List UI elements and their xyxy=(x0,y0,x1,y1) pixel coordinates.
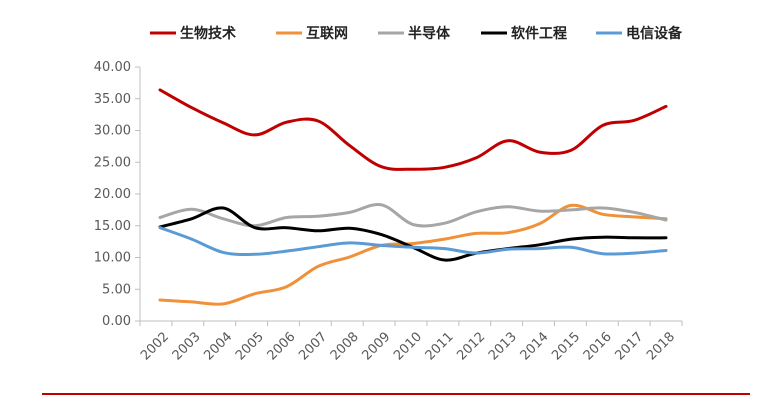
y-tick-label: 30.00 xyxy=(94,124,131,139)
y-tick-label: 0.00 xyxy=(102,314,131,329)
legend-label: 半导体 xyxy=(408,25,451,42)
x-tick-label: 2009 xyxy=(359,329,393,363)
legend-label: 生物技术 xyxy=(180,25,236,42)
legend-label: 互联网 xyxy=(306,26,348,42)
y-tick-label: 40.00 xyxy=(94,60,131,75)
x-tick-label: 2003 xyxy=(170,329,204,363)
x-tick-label: 2007 xyxy=(296,329,330,363)
x-tick-label: 2017 xyxy=(612,329,646,363)
x-tick-label: 2018 xyxy=(644,329,678,363)
x-tick-label: 2005 xyxy=(233,329,267,363)
series-line xyxy=(158,202,668,228)
series-line xyxy=(158,226,668,256)
x-tick-label: 2014 xyxy=(518,329,552,363)
y-tick-label: 20.00 xyxy=(94,187,131,202)
series-line xyxy=(158,203,668,306)
x-tick-label: 2011 xyxy=(423,329,457,363)
series-line xyxy=(158,88,668,171)
legend-label: 软件工程 xyxy=(511,25,567,42)
x-tick-label: 2008 xyxy=(328,329,362,363)
x-tick-label: 2016 xyxy=(581,329,615,363)
y-tick-label: 35.00 xyxy=(94,92,131,107)
x-tick-label: 2004 xyxy=(201,329,235,363)
y-tick-label: 5.00 xyxy=(102,282,131,297)
plot-area: 0.00 5.00 10.00 15.00 20.00 25.00 30.00 35.00 40… xyxy=(94,60,683,363)
x-axis-ticks: 2002200320042005200620072008200920102011… xyxy=(138,321,683,363)
x-tick-label: 2006 xyxy=(265,329,299,363)
legend-label: 电信设备 xyxy=(626,25,683,42)
series-lines xyxy=(158,88,668,306)
x-tick-label: 2012 xyxy=(454,329,488,363)
legend: 生物技术 互联网 半导体 软件工程 电信设备 xyxy=(150,25,683,42)
x-tick-label: 2013 xyxy=(486,329,520,363)
y-tick-label: 25.00 xyxy=(94,155,131,170)
y-tick-label: 15.00 xyxy=(94,219,131,234)
x-tick-label: 2002 xyxy=(138,329,172,363)
y-tick-label: 10.00 xyxy=(94,251,131,266)
x-tick-label: 2010 xyxy=(391,329,425,363)
footer-divider xyxy=(42,393,750,395)
y-axis-ticks: 0.00 5.00 10.00 15.00 20.00 25.00 30.00 35.00 40… xyxy=(94,60,140,329)
x-tick-label: 2015 xyxy=(549,329,583,363)
